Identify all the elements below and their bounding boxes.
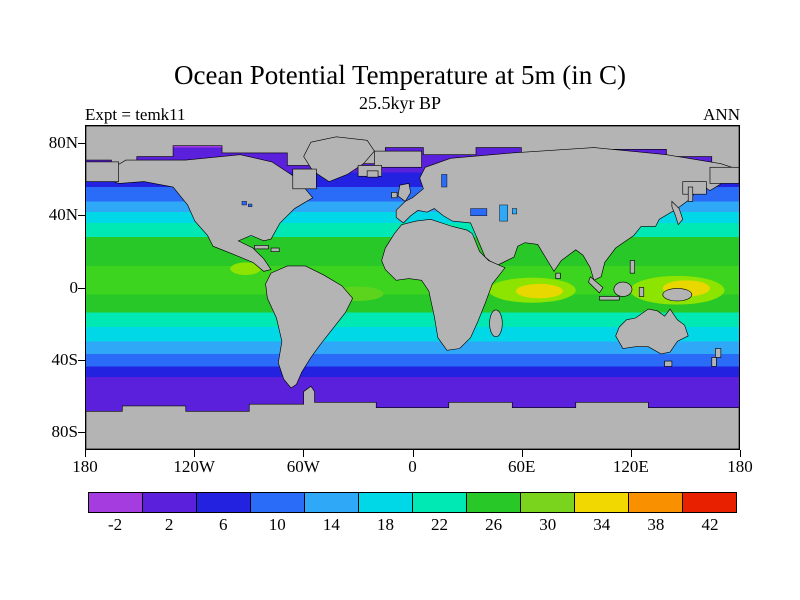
lat-tick-label: 80S <box>51 421 78 441</box>
sulawesi-island <box>638 287 645 297</box>
colorbar-cell <box>250 492 305 513</box>
colorbar-tick-label: 14 <box>322 515 340 534</box>
madagascar-island <box>489 309 503 338</box>
lon-tick-label: 120E <box>612 457 649 476</box>
lat-tick-label: 40S <box>51 349 78 369</box>
lat-tick-mark <box>78 143 85 145</box>
okhotsk-sea-ice <box>682 181 707 195</box>
colorbar-tick-label: 34 <box>593 515 611 534</box>
continents <box>86 126 739 449</box>
sakhalin-island <box>687 186 694 202</box>
lat-tick-mark <box>78 359 85 361</box>
colorbar-tick-label: 10 <box>268 515 286 534</box>
lon-tick-mark <box>740 450 741 457</box>
experiment-label: Expt = temk11 <box>85 105 186 124</box>
new-zealand-north-island <box>715 348 722 358</box>
colorbar-cell <box>196 492 251 513</box>
lon-tick-label: 60E <box>507 457 536 476</box>
labrador-sea-ice <box>292 168 317 190</box>
world-temperature-map <box>86 126 739 449</box>
season-label: ANN <box>703 105 740 124</box>
eurasia-landmass <box>395 147 738 281</box>
japan-islands <box>671 200 684 226</box>
sri-lanka-island <box>555 272 561 279</box>
colorbar-cell <box>88 492 143 513</box>
lon-tick-label: 180 <box>72 457 98 476</box>
sumatra-island <box>588 276 604 294</box>
new-guinea-island <box>662 288 693 302</box>
colorbar-tick-label: -2 <box>107 515 123 534</box>
lon-tick-mark <box>85 450 86 457</box>
philippines-islands <box>629 260 636 274</box>
lon-tick-mark <box>194 450 196 457</box>
inland-seas <box>241 174 518 222</box>
borneo-island <box>613 281 633 297</box>
colorbar-cell <box>304 492 359 513</box>
colorbar <box>88 492 737 513</box>
lon-tick-label: 180 <box>727 457 753 476</box>
ireland-island <box>391 192 398 199</box>
lon-tick-label: 120W <box>173 457 215 476</box>
south-america-landmass <box>265 265 354 389</box>
cuba-island <box>254 245 269 250</box>
colorbar-tick-label: 38 <box>647 515 665 534</box>
colorbar-cell <box>628 492 683 513</box>
chart-title: Ocean Potential Temperature at 5m (in C) <box>174 60 626 90</box>
colorbar-tick-label: 18 <box>376 515 394 534</box>
lon-tick-mark <box>412 450 414 457</box>
new-zealand-south-island <box>711 357 717 367</box>
colorbar-cell <box>574 492 629 513</box>
caspian-sea <box>499 204 508 222</box>
lat-tick-mark <box>78 431 85 433</box>
chart-subtitle: 25.5kyr BP <box>358 93 441 113</box>
greenland-landmass <box>303 136 375 182</box>
lat-tick-label: 40N <box>48 205 78 225</box>
lon-tick-label: 0 <box>408 457 417 476</box>
colorbar-cell <box>682 492 737 513</box>
colorbar-cell <box>358 492 413 513</box>
gin-sea-ice <box>374 150 422 168</box>
map-plot-area <box>85 125 740 450</box>
lat-tick-mark <box>78 215 85 217</box>
colorbar-cell <box>142 492 197 513</box>
java-island <box>599 296 620 301</box>
bering-sea-ice-east <box>86 161 119 182</box>
lon-tick-mark <box>521 450 523 457</box>
lat-tick-label: 0 <box>69 277 79 297</box>
britain-island <box>397 183 412 202</box>
colorbar-tick-label: 30 <box>539 515 557 534</box>
bering-sea-ice-west <box>709 166 739 184</box>
colorbar-tick-label: 22 <box>431 515 449 534</box>
colorbar-cell <box>412 492 467 513</box>
lon-tick-label: 60W <box>286 457 320 476</box>
lat-tick-mark <box>78 287 85 289</box>
iceland-island <box>366 170 379 178</box>
lon-tick-mark <box>303 450 305 457</box>
black-sea <box>470 208 488 216</box>
colorbar-tick-label: 42 <box>701 515 719 534</box>
antarctica-landmass <box>86 385 739 449</box>
colorbar-cell <box>466 492 521 513</box>
colorbar-cell <box>520 492 575 513</box>
great-lakes-2 <box>248 203 253 207</box>
tasmania-island <box>664 360 673 367</box>
colorbar-tick-label: 6 <box>218 515 228 534</box>
great-lakes <box>241 201 247 206</box>
colorbar-tick-label: 2 <box>164 515 174 534</box>
baltic-sea <box>441 174 448 188</box>
hispaniola-island <box>270 247 280 252</box>
aral-sea <box>512 208 518 215</box>
colorbar-tick-label: 26 <box>485 515 503 534</box>
australia-landmass <box>615 308 689 355</box>
north-america-landmass <box>103 154 314 272</box>
lon-tick-mark <box>630 450 632 457</box>
africa-landmass <box>381 218 506 351</box>
lat-tick-label: 80N <box>48 133 78 153</box>
